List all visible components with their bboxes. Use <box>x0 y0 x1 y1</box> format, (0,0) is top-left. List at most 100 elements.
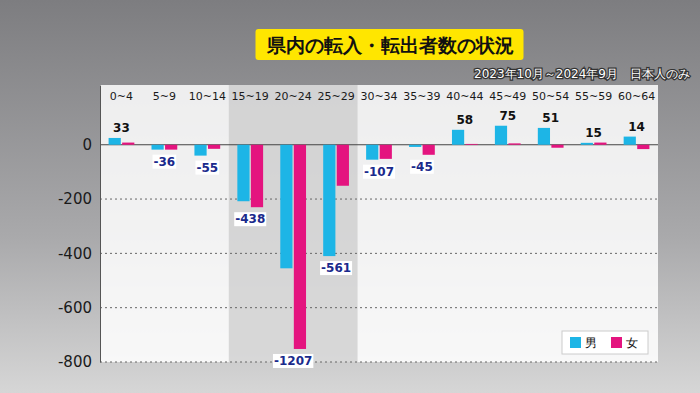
bar <box>637 145 649 149</box>
total-label-group: 33 <box>113 121 130 135</box>
tick: 30~34 <box>360 90 397 104</box>
legend-box <box>562 331 648 354</box>
bar <box>423 145 435 155</box>
tick: 0 <box>82 136 100 154</box>
tick: -200 <box>58 190 100 208</box>
total-label-group: -438 <box>234 212 266 226</box>
tick-label: 0~4 <box>110 90 133 103</box>
bar <box>594 143 606 145</box>
tick: 15~19 <box>232 90 269 104</box>
tick-label: 45~49 <box>489 90 526 103</box>
total-label-group: 75 <box>499 109 516 123</box>
tick: 60~64 <box>618 90 655 104</box>
tick: -400 <box>58 245 100 263</box>
grid <box>100 145 658 362</box>
tick: -600 <box>58 299 100 317</box>
tick-label: 35~39 <box>403 90 440 103</box>
tick-label: 40~44 <box>446 90 483 103</box>
highlight-band <box>229 85 358 362</box>
bar <box>366 145 378 160</box>
legend-swatch <box>611 337 622 348</box>
bar <box>409 145 421 147</box>
title-group: 県内の転入・転出者数の状況 <box>256 29 524 60</box>
grid-line <box>100 199 658 200</box>
bar <box>109 138 121 145</box>
bar <box>251 145 263 207</box>
label-background <box>410 160 434 174</box>
total-label-group: -36 <box>153 155 177 169</box>
x-axis: 0~4 5~9 10~14 15~19 20~24 25~29 30~34 35~39 40~4… <box>110 90 655 104</box>
bar <box>337 145 349 186</box>
tick: 45~49 <box>489 90 526 104</box>
tick-label: -200 <box>58 190 92 208</box>
bar <box>581 143 593 145</box>
bar <box>152 145 164 150</box>
subtitle: 2023年10月～2024年9月 日本人のみ <box>474 67 690 81</box>
tick-label: -400 <box>58 245 92 263</box>
total-label: 58 <box>456 113 473 127</box>
background <box>0 0 700 393</box>
tick-label: 50~54 <box>532 90 569 103</box>
tick: -800 <box>58 353 100 371</box>
tick-label: 0 <box>82 136 92 154</box>
tick-label: 25~29 <box>317 90 354 103</box>
tick-label: -800 <box>58 353 92 371</box>
total-label: -438 <box>235 212 265 226</box>
legend-label: 女 <box>626 336 638 350</box>
label-background <box>320 261 352 275</box>
total-label: 15 <box>585 126 602 140</box>
tick-label: -600 <box>58 299 92 317</box>
bar <box>508 143 520 144</box>
legend-swatch <box>570 337 581 348</box>
grid-line <box>100 253 658 254</box>
grid-line <box>100 362 658 363</box>
tick: 10~14 <box>189 90 226 104</box>
bar <box>237 145 249 201</box>
bar <box>538 128 550 145</box>
total-label: -561 <box>321 261 351 275</box>
bars <box>109 126 650 349</box>
total-label: -36 <box>154 155 176 169</box>
tick: 55~59 <box>575 90 612 104</box>
label-background <box>273 354 313 368</box>
legend-label: 男 <box>585 336 597 350</box>
title-box <box>256 29 524 60</box>
tick-label: 15~19 <box>232 90 269 103</box>
total-label: -45 <box>411 160 433 174</box>
bar <box>165 145 177 150</box>
tick: 25~29 <box>317 90 354 104</box>
bar <box>280 145 292 269</box>
bar <box>380 145 392 159</box>
bar <box>323 145 335 256</box>
total-label: -55 <box>196 161 218 175</box>
plot-area <box>100 85 658 362</box>
total-label-group: -45 <box>410 160 434 174</box>
bar <box>294 145 306 349</box>
total-label: 51 <box>542 111 559 125</box>
tick: 5~9 <box>153 90 176 104</box>
total-label: -107 <box>364 165 394 179</box>
tick: 35~39 <box>403 90 440 104</box>
title: 県内の転入・転出者数の状況 <box>266 34 514 56</box>
bar <box>208 145 220 149</box>
bar <box>624 137 636 145</box>
tick: 50~54 <box>532 90 569 104</box>
total-label: 75 <box>499 109 516 123</box>
tick-label: 55~59 <box>575 90 612 103</box>
tick: 40~44 <box>446 90 483 104</box>
label-background <box>195 161 219 175</box>
tick-label: 20~24 <box>275 90 312 103</box>
label-background <box>363 165 395 179</box>
tick: 20~24 <box>275 90 312 104</box>
bar <box>194 145 206 156</box>
bar <box>452 130 464 145</box>
chart: -800 -600 -400 -200 0 0~4 5~9 10~14 15~19 20~24 25… <box>0 0 700 393</box>
axis-line <box>100 86 101 363</box>
tick-label: 10~14 <box>189 90 226 103</box>
total-label-group: 58 <box>456 113 473 127</box>
bar <box>495 126 507 145</box>
bar <box>551 145 563 148</box>
total-label-group: -107 <box>363 165 395 179</box>
label-background <box>234 212 266 226</box>
grid-line <box>100 144 658 145</box>
